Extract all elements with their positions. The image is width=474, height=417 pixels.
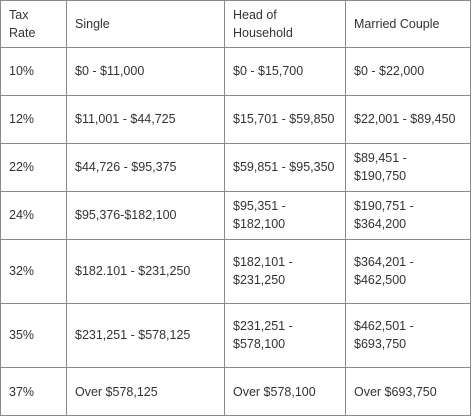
cell-head-of-household: $231,251 - $578,100 [224, 302, 346, 369]
cell-single: $0 - $11,000 [66, 47, 225, 96]
cell-tax-rate: 24% [0, 190, 67, 240]
header-head-of-household: Head of Household [224, 0, 346, 48]
cell-tax-rate: 10% [0, 47, 67, 96]
header-married-couple: Married Couple [345, 0, 471, 48]
table-row: 35% $231,251 - $578,125 $231,251 - $578,… [0, 302, 471, 369]
table-row: 32% $182.101 - $231,250 $182,101 - $231,… [0, 238, 471, 304]
cell-single: $182.101 - $231,250 [66, 238, 225, 304]
cell-single: Over $578,125 [66, 367, 225, 416]
cell-head-of-household: $95,351 - $182,100 [224, 190, 346, 240]
table-row: 37% Over $578,125 Over $578,100 Over $69… [0, 367, 471, 416]
cell-single: $95,376-$182,100 [66, 190, 225, 240]
table-header-row: Tax Rate Single Head of Household Marrie… [0, 0, 471, 48]
table-row: 24% $95,376-$182,100 $95,351 - $182,100 … [0, 190, 471, 240]
cell-single: $11,001 - $44,725 [66, 94, 225, 144]
cell-head-of-household: $15,701 - $59,850 [224, 94, 346, 144]
cell-head-of-household: Over $578,100 [224, 367, 346, 416]
cell-head-of-household: $59,851 - $95,350 [224, 142, 346, 192]
cell-married-couple: $462,501 - $693,750 [345, 302, 471, 369]
cell-head-of-household: $182,101 - $231,250 [224, 238, 346, 304]
cell-tax-rate: 37% [0, 367, 67, 416]
cell-tax-rate: 22% [0, 142, 67, 192]
table-row: 22% $44,726 - $95,375 $59,851 - $95,350 … [0, 142, 471, 192]
cell-single: $44,726 - $95,375 [66, 142, 225, 192]
cell-tax-rate: 32% [0, 238, 67, 304]
header-tax-rate: Tax Rate [0, 0, 67, 48]
table-row: 12% $11,001 - $44,725 $15,701 - $59,850 … [0, 94, 471, 144]
cell-married-couple: $364,201 - $462,500 [345, 238, 471, 304]
table-row: 10% $0 - $11,000 $0 - $15,700 $0 - $22,0… [0, 47, 471, 96]
cell-tax-rate: 12% [0, 94, 67, 144]
header-single: Single [66, 0, 225, 48]
cell-tax-rate: 35% [0, 302, 67, 369]
cell-married-couple: $89,451 - $190,750 [345, 142, 471, 192]
cell-married-couple: Over $693,750 [345, 367, 471, 416]
cell-single: $231,251 - $578,125 [66, 302, 225, 369]
cell-married-couple: $190,751 - $364,200 [345, 190, 471, 240]
cell-married-couple: $22,001 - $89,450 [345, 94, 471, 144]
cell-head-of-household: $0 - $15,700 [224, 47, 346, 96]
cell-married-couple: $0 - $22,000 [345, 47, 471, 96]
